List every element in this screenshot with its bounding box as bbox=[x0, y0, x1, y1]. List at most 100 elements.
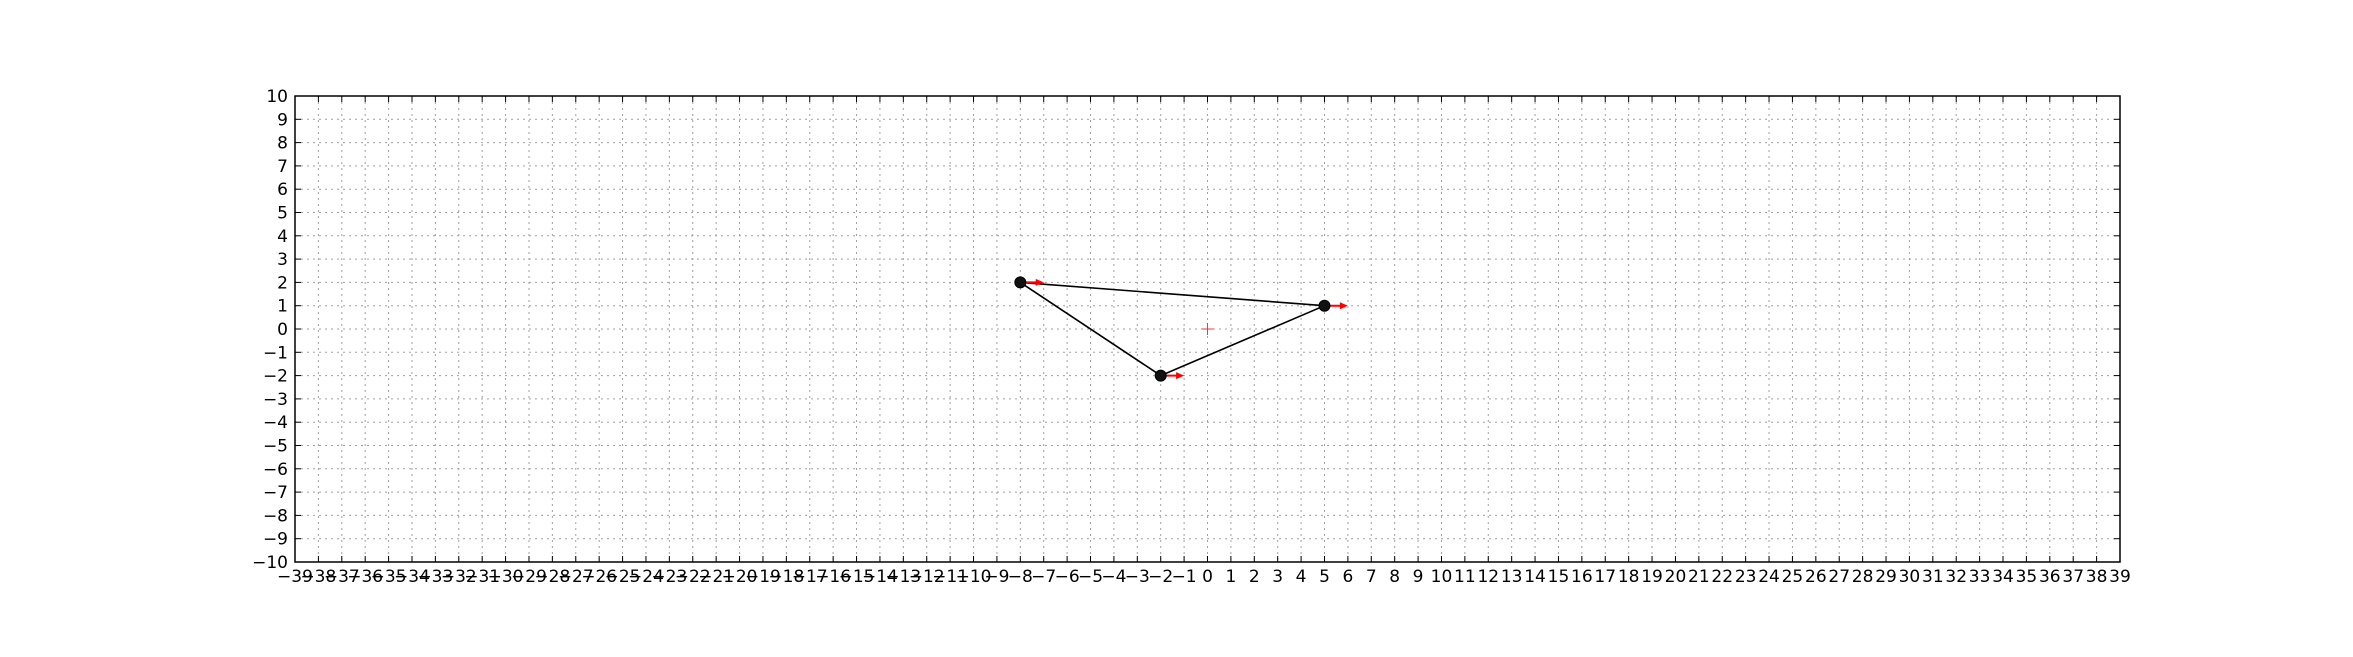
x-tick-label: −2 bbox=[1148, 567, 1173, 587]
x-tick-label: 17 bbox=[1594, 567, 1616, 587]
x-tick-label: −34 bbox=[394, 567, 430, 587]
x-tick-label: −9 bbox=[984, 567, 1009, 587]
y-tick-label: −6 bbox=[263, 460, 288, 480]
x-tick-label: −13 bbox=[885, 567, 921, 587]
axis-ticks bbox=[294, 95, 2121, 563]
x-tick-label: −16 bbox=[815, 567, 851, 587]
y-tick-label: −3 bbox=[263, 390, 288, 410]
y-tick-label: −8 bbox=[263, 506, 288, 526]
x-tick-label: −27 bbox=[558, 567, 594, 587]
x-tick-label: −30 bbox=[488, 567, 524, 587]
x-tick-label: −20 bbox=[722, 567, 758, 587]
x-tick-label: 11 bbox=[1454, 567, 1476, 587]
x-tick-label: −32 bbox=[441, 567, 477, 587]
x-tick-label: 3 bbox=[1272, 567, 1283, 587]
x-tick-label: −3 bbox=[1125, 567, 1150, 587]
x-tick-label: 15 bbox=[1548, 567, 1570, 587]
velocity-arrow-head bbox=[1035, 278, 1044, 286]
x-tick-label: −24 bbox=[628, 567, 664, 587]
data-points bbox=[1014, 276, 1331, 382]
x-tick-label: 19 bbox=[1641, 567, 1663, 587]
y-tick-label: 4 bbox=[277, 227, 288, 247]
data-point bbox=[1154, 369, 1167, 382]
velocity-arrow-head bbox=[1339, 302, 1348, 310]
x-tick-label: 25 bbox=[1782, 567, 1804, 587]
x-tick-label: −6 bbox=[1055, 567, 1080, 587]
x-tick-label: 33 bbox=[1969, 567, 1991, 587]
y-tick-label: 3 bbox=[277, 250, 288, 270]
x-tick-label: 12 bbox=[1477, 567, 1499, 587]
y-tick-label: 9 bbox=[277, 110, 288, 130]
x-tick-label: 27 bbox=[1828, 567, 1850, 587]
x-tick-label: −35 bbox=[371, 567, 407, 587]
x-tick-label: 4 bbox=[1296, 567, 1307, 587]
x-tick-label: 36 bbox=[2039, 567, 2061, 587]
x-tick-label: 39 bbox=[2109, 567, 2131, 587]
x-tick-label: −7 bbox=[1031, 567, 1056, 587]
velocity-arrow-head bbox=[1176, 372, 1185, 380]
x-tick-label: −15 bbox=[839, 567, 875, 587]
x-tick-label: 20 bbox=[1665, 567, 1687, 587]
data-point bbox=[1014, 276, 1027, 289]
y-tick-label: −9 bbox=[263, 530, 288, 550]
y-tick-label: −4 bbox=[263, 413, 288, 433]
x-tick-label: −31 bbox=[464, 567, 500, 587]
x-tick-label: 16 bbox=[1571, 567, 1593, 587]
y-tick-label: 0 bbox=[277, 320, 288, 340]
x-tick-label: −12 bbox=[909, 567, 945, 587]
x-tick-label: −18 bbox=[768, 567, 804, 587]
x-tick-label: −39 bbox=[277, 567, 313, 587]
x-tick-label: 8 bbox=[1389, 567, 1400, 587]
x-tick-label: 1 bbox=[1225, 567, 1236, 587]
x-tick-label: −22 bbox=[675, 567, 711, 587]
x-tick-label: −33 bbox=[417, 567, 453, 587]
x-tick-label: 30 bbox=[1899, 567, 1921, 587]
y-tick-label: −2 bbox=[263, 367, 288, 387]
x-tick-label: −17 bbox=[792, 567, 828, 587]
x-tick-label: 13 bbox=[1501, 567, 1523, 587]
x-tick-label: −1 bbox=[1172, 567, 1197, 587]
x-tick-label: 6 bbox=[1342, 567, 1353, 587]
x-tick-label: 29 bbox=[1875, 567, 1897, 587]
x-tick-label: 7 bbox=[1366, 567, 1377, 587]
x-tick-label: 38 bbox=[2086, 567, 2108, 587]
x-tick-label: 0 bbox=[1202, 567, 1213, 587]
x-tick-label: −10 bbox=[956, 567, 992, 587]
x-tick-label: 2 bbox=[1249, 567, 1260, 587]
x-tick-label: −26 bbox=[581, 567, 617, 587]
x-tick-label: −19 bbox=[745, 567, 781, 587]
x-tick-label: −37 bbox=[324, 567, 360, 587]
x-tick-label: −4 bbox=[1101, 567, 1126, 587]
x-tick-label: 18 bbox=[1618, 567, 1640, 587]
triangle-edge bbox=[1160, 304, 1325, 377]
x-tick-label: −14 bbox=[862, 567, 898, 587]
x-tick-label: 35 bbox=[2016, 567, 2038, 587]
x-tick-label: 37 bbox=[2062, 567, 2084, 587]
y-tick-label: 5 bbox=[277, 204, 288, 224]
x-tick-label: 5 bbox=[1319, 567, 1330, 587]
x-tick-label: 32 bbox=[1945, 567, 1967, 587]
triangle-edge bbox=[1019, 281, 1162, 377]
x-tick-label: −36 bbox=[347, 567, 383, 587]
x-tick-label: −28 bbox=[534, 567, 570, 587]
x-tick-label: −23 bbox=[651, 567, 687, 587]
y-tick-label: −10 bbox=[252, 553, 288, 573]
x-tick-label: −29 bbox=[511, 567, 547, 587]
x-tick-label: −38 bbox=[300, 567, 336, 587]
x-tick-label: 14 bbox=[1524, 567, 1546, 587]
plot-frame bbox=[294, 95, 2121, 563]
x-tick-label: 28 bbox=[1852, 567, 1874, 587]
x-tick-label: −8 bbox=[1008, 567, 1033, 587]
y-tick-label: 8 bbox=[277, 134, 288, 154]
x-tick-label: −5 bbox=[1078, 567, 1103, 587]
x-tick-label: 22 bbox=[1711, 567, 1733, 587]
y-tick-label: 7 bbox=[277, 157, 288, 177]
data-point bbox=[1318, 299, 1331, 312]
x-tick-label: 10 bbox=[1431, 567, 1453, 587]
y-tick-label: −1 bbox=[263, 343, 288, 363]
x-tick-label: −25 bbox=[605, 567, 641, 587]
x-tick-label: 21 bbox=[1688, 567, 1710, 587]
y-tick-label: 10 bbox=[266, 87, 288, 107]
